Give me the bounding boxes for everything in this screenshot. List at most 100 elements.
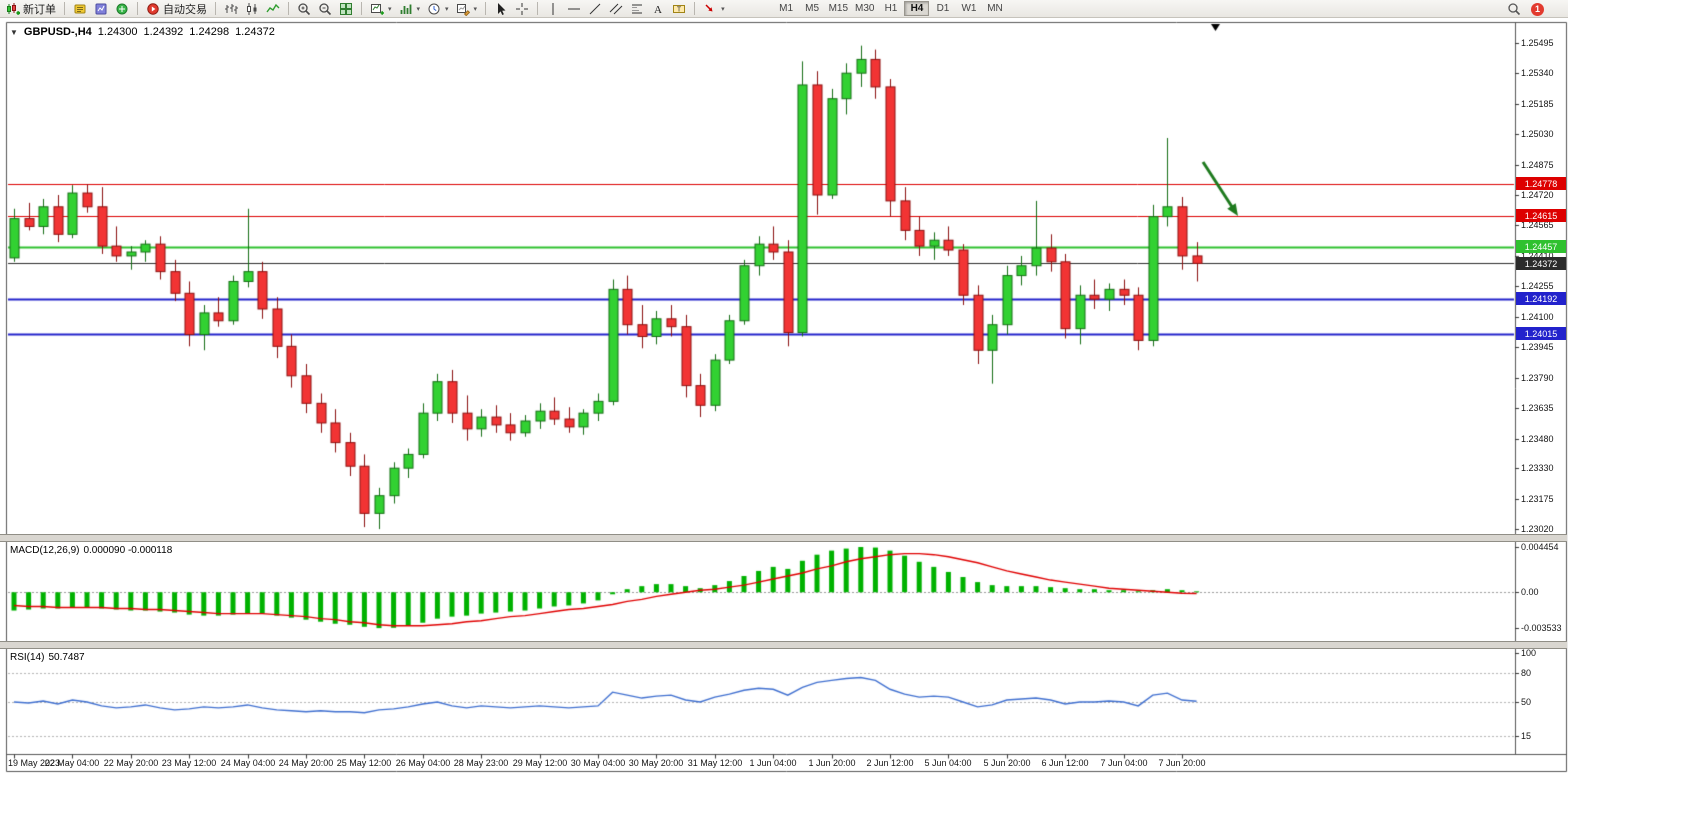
timeframe-mn[interactable]: MN <box>982 1 1007 16</box>
macd-panel-splitter[interactable] <box>0 534 1567 542</box>
time-label: 22 May 20:00 <box>103 758 159 768</box>
timeframe-h4[interactable]: H4 <box>904 1 930 16</box>
time-label: 24 May 20:00 <box>278 758 334 768</box>
line-chart-mode-button[interactable] <box>263 1 283 17</box>
text-icon: A <box>651 2 665 16</box>
toolbar-group: 新订单 <box>3 1 59 17</box>
periods-button[interactable]: ▾ <box>424 1 452 17</box>
zoom-in-button[interactable] <box>294 1 314 17</box>
rsi-axis-tick: 80 <box>1521 668 1532 678</box>
timeframe-w1[interactable]: W1 <box>956 1 981 16</box>
toolbar-group <box>491 1 532 17</box>
time-label: 25 May 12:00 <box>336 758 392 768</box>
ohlc-high: 1.24392 <box>143 26 184 38</box>
time-label: 1 Jun 04:00 <box>749 758 797 768</box>
timeframe-m5[interactable]: M5 <box>800 1 825 16</box>
svg-text:T: T <box>677 6 682 13</box>
macd-axis-tick: -0.003533 <box>1521 623 1562 633</box>
arrows-icon <box>703 2 717 16</box>
price-tick: 1.23790 <box>1521 373 1554 383</box>
macd-indicator-label: MACD(12,26,9) 0.000090 -0.000118 <box>10 545 176 556</box>
period-icon <box>427 2 441 16</box>
text-label-tool-button[interactable]: T <box>669 1 689 17</box>
toolbar-group: 自动交易 <box>143 1 210 17</box>
price-tick: 1.23020 <box>1521 524 1554 534</box>
timeframe-m1[interactable]: M1 <box>774 1 799 16</box>
search-icon <box>1507 2 1521 16</box>
rsi-indicator-label: RSI(14) 50.7487 <box>10 652 89 663</box>
template-icon <box>456 2 470 16</box>
chart-collapse-icon[interactable]: ▼ <box>10 28 18 37</box>
navigator-button[interactable] <box>112 1 132 17</box>
zoom-out-icon <box>318 2 332 16</box>
text-label-icon: T <box>672 2 686 16</box>
chart-symbol-period: GBPUSD-,H4 <box>23 26 92 38</box>
notification-badge[interactable]: 1 <box>1531 2 1544 16</box>
zoom-out-button[interactable] <box>315 1 335 17</box>
rsi-name: RSI(14) <box>10 652 45 663</box>
cursor-tool-button[interactable] <box>491 1 511 17</box>
hline-price-badge: 1.24015 <box>1516 327 1566 340</box>
macd-axis-tick: 0.004454 <box>1521 542 1559 552</box>
price-tick: 1.25340 <box>1521 68 1554 78</box>
timeframe-d1[interactable]: D1 <box>930 1 955 16</box>
hline-price-badge: 1.24778 <box>1516 177 1566 190</box>
candle-chart-mode-button[interactable] <box>242 1 262 17</box>
hline-price-badge: 1.24192 <box>1516 292 1566 305</box>
price-tick: 1.24875 <box>1521 160 1554 170</box>
time-label: 23 May 12:00 <box>161 758 217 768</box>
price-tick: 1.24255 <box>1521 281 1554 291</box>
metaeditor-button[interactable] <box>70 1 90 17</box>
candle-chart-icon <box>245 2 259 16</box>
timeframe-m30[interactable]: M30 <box>852 1 877 16</box>
hline-price-badge: 1.24615 <box>1516 209 1566 222</box>
toolbar: 新订单 自动交易 ▾ ▾ ▾ ▾ A T ▾ M1 M5 M15 M30 H1 H4 D1 W1 MN 1 <box>0 0 1568 18</box>
toolbar-group <box>70 1 132 17</box>
time-label: 29 May 12:00 <box>512 758 568 768</box>
arrows-tool-button[interactable]: ▾ <box>700 1 728 17</box>
new-order-button[interactable]: 新订单 <box>3 1 59 17</box>
cursor-icon <box>494 2 508 16</box>
bar-chart-icon <box>224 2 238 16</box>
text-tool-button[interactable]: A <box>648 1 668 17</box>
crosshair-tool-button[interactable] <box>512 1 532 17</box>
trendline-tool-button[interactable] <box>585 1 605 17</box>
chart-title: ▼ GBPUSD-,H4 1.24300 1.24392 1.24298 1.2… <box>10 26 275 38</box>
price-tick: 1.24410 <box>1521 251 1554 261</box>
time-label: 28 May 23:00 <box>453 758 509 768</box>
price-chart-canvas[interactable] <box>0 18 1568 837</box>
toolbar-separator <box>64 2 65 15</box>
line-chart-icon <box>266 2 280 16</box>
market-watch-button[interactable] <box>91 1 111 17</box>
search-button[interactable] <box>1504 1 1524 17</box>
toolbar-separator <box>694 2 696 15</box>
templates-button[interactable]: ▾ <box>453 1 481 17</box>
bar-chart-mode-button[interactable] <box>221 1 241 17</box>
time-label: 5 Jun 04:00 <box>924 758 972 768</box>
toolbar-group <box>294 1 356 17</box>
zoom-in-icon <box>297 2 311 16</box>
toolbar-group: ▾ ▾ ▾ ▾ <box>367 1 480 17</box>
chevron-down-icon: ▾ <box>445 5 449 13</box>
metaeditor-icon <box>73 2 87 16</box>
vertical-line-tool-button[interactable] <box>543 1 563 17</box>
fibonacci-tool-button[interactable] <box>627 1 647 17</box>
crosshair-icon <box>515 2 529 16</box>
timeframe-m15[interactable]: M15 <box>826 1 851 16</box>
rsi-panel-splitter[interactable] <box>0 641 1567 649</box>
autotrading-button[interactable]: 自动交易 <box>143 1 210 17</box>
new-chart-button[interactable]: ▾ <box>367 1 395 17</box>
tile-windows-button[interactable] <box>336 1 356 17</box>
price-tick: 1.24720 <box>1521 190 1554 200</box>
indicators-button[interactable]: ▾ <box>396 1 424 17</box>
toolbar-separator <box>361 2 362 15</box>
channel-tool-button[interactable] <box>606 1 626 17</box>
timeframe-h1[interactable]: H1 <box>878 1 903 16</box>
horizontal-line-tool-button[interactable] <box>564 1 584 17</box>
rsi-axis-tick: 100 <box>1521 648 1537 658</box>
time-label: 19 May 2023 <box>8 758 61 768</box>
current-price-badge: 1.24372 <box>1516 257 1566 270</box>
channel-icon <box>609 2 623 16</box>
price-tick: 1.24565 <box>1521 220 1554 230</box>
